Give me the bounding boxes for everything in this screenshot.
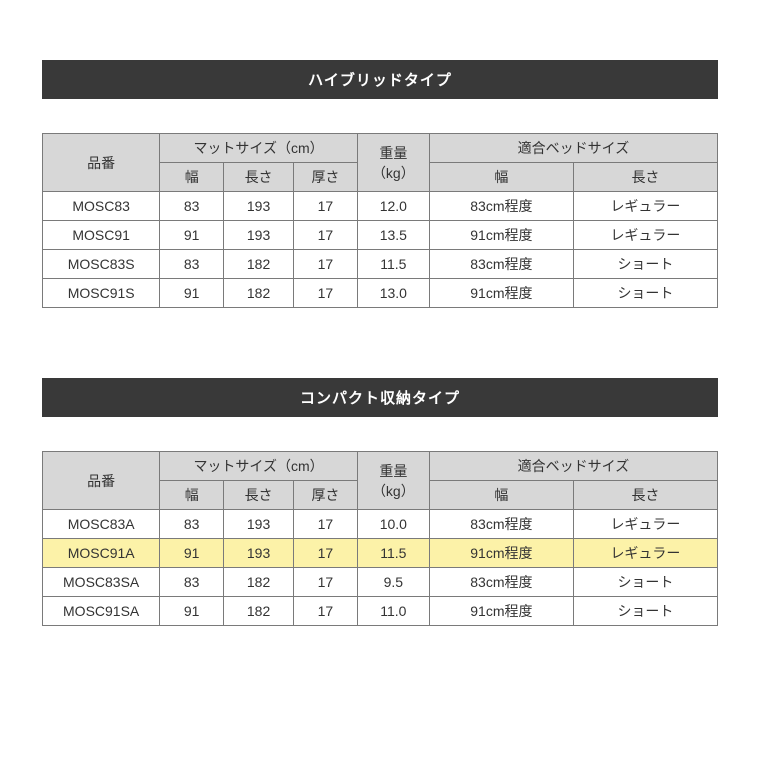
cell-bl: ショート <box>573 568 717 597</box>
cell-t: 17 <box>294 539 358 568</box>
cell-code: MOSC91SA <box>43 597 160 626</box>
spec-table-compact: 品番 マットサイズ（cm） 重量 （kg） 適合ベッドサイズ 幅 長さ 厚さ 幅… <box>42 451 718 626</box>
cell-bl: ショート <box>573 250 717 279</box>
cell-w: 91 <box>160 539 224 568</box>
section-hybrid: ハイブリッドタイプ 品番 マットサイズ（cm） 重量 （kg） 適合ベッドサイズ… <box>42 60 718 308</box>
th-mat-group: マットサイズ（cm） <box>160 452 358 481</box>
cell-bw: 91cm程度 <box>429 597 573 626</box>
th-bl: 長さ <box>573 481 717 510</box>
cell-weight: 10.0 <box>357 510 429 539</box>
th-l: 長さ <box>224 163 294 192</box>
th-weight-top: 重量 <box>379 463 407 479</box>
cell-t: 17 <box>294 568 358 597</box>
cell-l: 193 <box>224 539 294 568</box>
th-t: 厚さ <box>294 163 358 192</box>
cell-bl: レギュラー <box>573 539 717 568</box>
cell-bl: レギュラー <box>573 221 717 250</box>
cell-bl: レギュラー <box>573 510 717 539</box>
th-w: 幅 <box>160 163 224 192</box>
th-bed-group: 適合ベッドサイズ <box>429 452 717 481</box>
cell-bw: 83cm程度 <box>429 192 573 221</box>
cell-t: 17 <box>294 597 358 626</box>
table-row: MOSC91911931713.591cm程度レギュラー <box>43 221 718 250</box>
table-row: MOSC83SA83182179.583cm程度ショート <box>43 568 718 597</box>
cell-weight: 11.0 <box>357 597 429 626</box>
cell-bw: 83cm程度 <box>429 510 573 539</box>
th-mat-group: マットサイズ（cm） <box>160 134 358 163</box>
section-title: コンパクト収納タイプ <box>42 378 718 417</box>
section-title: ハイブリッドタイプ <box>42 60 718 99</box>
table-row: MOSC91SA911821711.091cm程度ショート <box>43 597 718 626</box>
cell-bl: ショート <box>573 597 717 626</box>
cell-t: 17 <box>294 279 358 308</box>
cell-l: 182 <box>224 597 294 626</box>
table-row: MOSC91S911821713.091cm程度ショート <box>43 279 718 308</box>
spec-table-hybrid: 品番 マットサイズ（cm） 重量 （kg） 適合ベッドサイズ 幅 長さ 厚さ 幅… <box>42 133 718 308</box>
cell-weight: 9.5 <box>357 568 429 597</box>
th-weight-bot: （kg） <box>372 165 415 181</box>
cell-l: 182 <box>224 568 294 597</box>
th-l: 長さ <box>224 481 294 510</box>
cell-l: 182 <box>224 250 294 279</box>
cell-code: MOSC91S <box>43 279 160 308</box>
th-bed-group: 適合ベッドサイズ <box>429 134 717 163</box>
cell-t: 17 <box>294 250 358 279</box>
cell-bw: 83cm程度 <box>429 568 573 597</box>
section-compact: コンパクト収納タイプ 品番 マットサイズ（cm） 重量 （kg） 適合ベッドサイ… <box>42 378 718 626</box>
th-weight: 重量 （kg） <box>357 452 429 510</box>
th-bw: 幅 <box>429 481 573 510</box>
cell-bl: レギュラー <box>573 192 717 221</box>
table-row: MOSC91A911931711.591cm程度レギュラー <box>43 539 718 568</box>
cell-t: 17 <box>294 510 358 539</box>
cell-code: MOSC91 <box>43 221 160 250</box>
cell-code: MOSC83 <box>43 192 160 221</box>
cell-w: 91 <box>160 279 224 308</box>
th-weight-bot: （kg） <box>372 483 415 499</box>
cell-bw: 91cm程度 <box>429 279 573 308</box>
cell-bw: 91cm程度 <box>429 221 573 250</box>
cell-bw: 83cm程度 <box>429 250 573 279</box>
cell-l: 193 <box>224 221 294 250</box>
cell-l: 193 <box>224 510 294 539</box>
cell-weight: 13.5 <box>357 221 429 250</box>
th-t: 厚さ <box>294 481 358 510</box>
cell-code: MOSC83A <box>43 510 160 539</box>
cell-l: 193 <box>224 192 294 221</box>
th-weight-top: 重量 <box>379 145 407 161</box>
cell-weight: 11.5 <box>357 250 429 279</box>
th-w: 幅 <box>160 481 224 510</box>
cell-w: 91 <box>160 221 224 250</box>
table-row: MOSC83S831821711.583cm程度ショート <box>43 250 718 279</box>
table-row: MOSC83831931712.083cm程度レギュラー <box>43 192 718 221</box>
cell-l: 182 <box>224 279 294 308</box>
cell-w: 83 <box>160 250 224 279</box>
cell-weight: 12.0 <box>357 192 429 221</box>
th-bl: 長さ <box>573 163 717 192</box>
cell-w: 83 <box>160 568 224 597</box>
cell-w: 91 <box>160 597 224 626</box>
cell-w: 83 <box>160 510 224 539</box>
th-bw: 幅 <box>429 163 573 192</box>
cell-t: 17 <box>294 192 358 221</box>
cell-weight: 11.5 <box>357 539 429 568</box>
cell-code: MOSC91A <box>43 539 160 568</box>
tbody-compact: MOSC83A831931710.083cm程度レギュラーMOSC91A9119… <box>43 510 718 626</box>
cell-bw: 91cm程度 <box>429 539 573 568</box>
cell-code: MOSC83S <box>43 250 160 279</box>
th-code: 品番 <box>43 452 160 510</box>
th-weight: 重量 （kg） <box>357 134 429 192</box>
table-row: MOSC83A831931710.083cm程度レギュラー <box>43 510 718 539</box>
cell-t: 17 <box>294 221 358 250</box>
th-code: 品番 <box>43 134 160 192</box>
cell-w: 83 <box>160 192 224 221</box>
cell-code: MOSC83SA <box>43 568 160 597</box>
tbody-hybrid: MOSC83831931712.083cm程度レギュラーMOSC91911931… <box>43 192 718 308</box>
cell-bl: ショート <box>573 279 717 308</box>
cell-weight: 13.0 <box>357 279 429 308</box>
